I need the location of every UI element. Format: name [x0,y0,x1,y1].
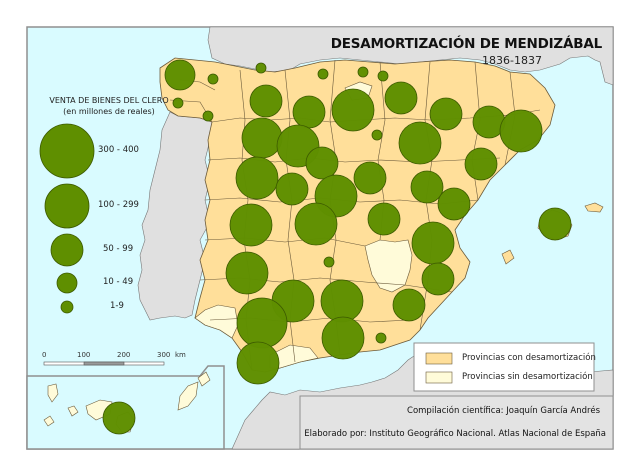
circle-legend-label-3: 50 - 99 [103,244,134,254]
circle-legend-label-1: 300 - 400 [98,145,139,155]
portugal-land [137,111,213,321]
circle-legend-label-5: 1-9 [110,301,124,311]
ibiza-island [501,249,515,265]
province-without-1 [364,239,413,293]
province-circles [102,59,572,435]
circle-legend-label-2: 100 - 299 [98,200,139,210]
legend-swatch-without [425,371,453,384]
legend-circles [39,123,95,314]
province-legend-label-with: Provincias con desamortización [462,353,596,363]
scale-unit: km [175,351,186,359]
scale-tick-300: 300 [157,351,171,359]
circle-legend-heading-line2: (en millones de reales) [63,107,155,116]
province-legend-box [413,342,595,392]
map-title: DESAMORTIZACIÓN DE MENDIZÁBAL [330,36,602,52]
scale-tick-200: 200 [117,351,131,359]
credits-box [299,395,614,450]
menorca-island [584,202,604,213]
scale-tick-100: 100 [77,351,91,359]
circle-legend-heading-line1: VENTA DE BIENES DEL CLERO [49,96,169,105]
credit-compilation: Compilación científica: Joaquín García A… [407,406,600,416]
scale-tick-0: 0 [42,351,47,359]
credit-produced-by: Elaborado por: Instituto Geográfico Naci… [304,429,606,439]
map-subtitle: 1836-1837 [482,54,542,67]
province-legend-label-without: Provincias sin desamortización [462,372,593,382]
legend-swatch-with [425,352,453,365]
circle-legend-heading: VENTA DE BIENES DEL CLERO (en millones d… [34,95,184,117]
scale-bar [43,361,165,366]
circle-legend-label-4: 10 - 49 [103,277,134,287]
